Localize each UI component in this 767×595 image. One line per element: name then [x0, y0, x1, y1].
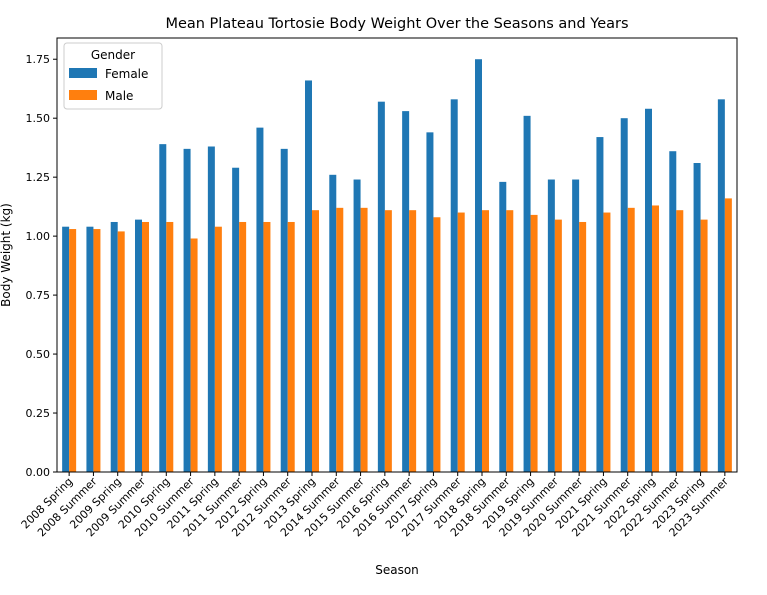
bar-female-13 [377, 101, 385, 473]
bar-female-21 [572, 179, 580, 472]
bar-female-17 [475, 59, 482, 472]
y-tick-label-0: 0.00 [26, 466, 51, 479]
y-tick-label-1: 0.25 [26, 407, 51, 420]
bar-female-3 [135, 219, 142, 472]
bar-male-23 [627, 207, 635, 472]
bar-female-4 [159, 144, 167, 472]
chart-title: Mean Plateau Tortosie Body Weight Over t… [165, 16, 628, 32]
bar-male-24 [652, 205, 659, 472]
bar-male-2 [117, 231, 125, 472]
y-tick-label-4: 1.00 [26, 230, 51, 243]
bar-male-5 [190, 238, 198, 472]
bar-female-12 [353, 179, 361, 472]
bar-male-22 [603, 212, 611, 473]
bar-male-12 [360, 207, 368, 472]
plot-frame [56, 37, 738, 473]
bar-male-19 [530, 214, 538, 472]
bar-male-16 [457, 212, 465, 473]
bar-female-23 [620, 118, 628, 472]
bar-female-7 [232, 167, 240, 473]
x-axis-label: Season [375, 563, 419, 577]
bar-male-18 [506, 210, 514, 472]
bar-male-7 [239, 221, 247, 472]
bar-female-25 [669, 151, 677, 472]
legend-label-female: Female [105, 67, 148, 81]
bar-male-15 [433, 217, 441, 472]
bar-male-20 [554, 219, 562, 472]
legend-swatch-male [69, 90, 97, 100]
bar-female-1 [86, 226, 94, 472]
bar-female-16 [450, 99, 458, 472]
bar-male-6 [214, 226, 222, 472]
bar-female-26 [693, 163, 701, 472]
bar-female-5 [183, 148, 191, 473]
bar-female-2 [110, 221, 118, 472]
bar-female-18 [499, 181, 507, 472]
legend-title: Gender [91, 48, 135, 62]
bar-female-24 [645, 108, 652, 472]
bar-female-0 [62, 226, 70, 472]
bar-male-1 [93, 229, 101, 472]
bar-male-0 [69, 229, 77, 472]
bar-female-14 [402, 111, 410, 473]
bar-male-11 [336, 207, 344, 472]
bar-female-15 [426, 132, 434, 472]
legend-swatch-female [69, 68, 97, 78]
bar-female-22 [596, 137, 604, 472]
bar-male-3 [142, 221, 149, 472]
legend: Gender Female Male [63, 42, 163, 110]
y-tick-label-6: 1.50 [26, 112, 51, 125]
bar-female-6 [207, 146, 215, 472]
bar-male-8 [263, 221, 271, 472]
bar-female-20 [547, 179, 555, 472]
bar-male-21 [579, 221, 587, 472]
y-tick-label-3: 0.75 [26, 289, 51, 302]
bar-female-19 [523, 115, 531, 472]
bar-male-9 [287, 221, 295, 472]
bar-male-10 [312, 210, 319, 472]
y-tick-label-2: 0.50 [26, 348, 51, 361]
bar-male-26 [700, 219, 708, 472]
bar-female-9 [280, 148, 288, 473]
y-tick-label-7: 1.75 [26, 53, 51, 66]
bar-female-27 [717, 99, 725, 472]
bar-female-11 [329, 174, 337, 473]
bar-female-8 [256, 127, 264, 472]
bar-male-14 [409, 210, 417, 472]
y-axis-label: Body Weight (kg) [0, 203, 13, 307]
legend-label-male: Male [105, 89, 133, 103]
y-tick-label-5: 1.25 [26, 171, 51, 184]
bar-male-13 [384, 210, 392, 472]
bar-male-25 [676, 210, 684, 472]
bar-male-4 [166, 221, 174, 472]
bar-female-10 [305, 80, 312, 473]
bar-male-17 [482, 210, 489, 472]
bar-male-27 [724, 198, 732, 472]
